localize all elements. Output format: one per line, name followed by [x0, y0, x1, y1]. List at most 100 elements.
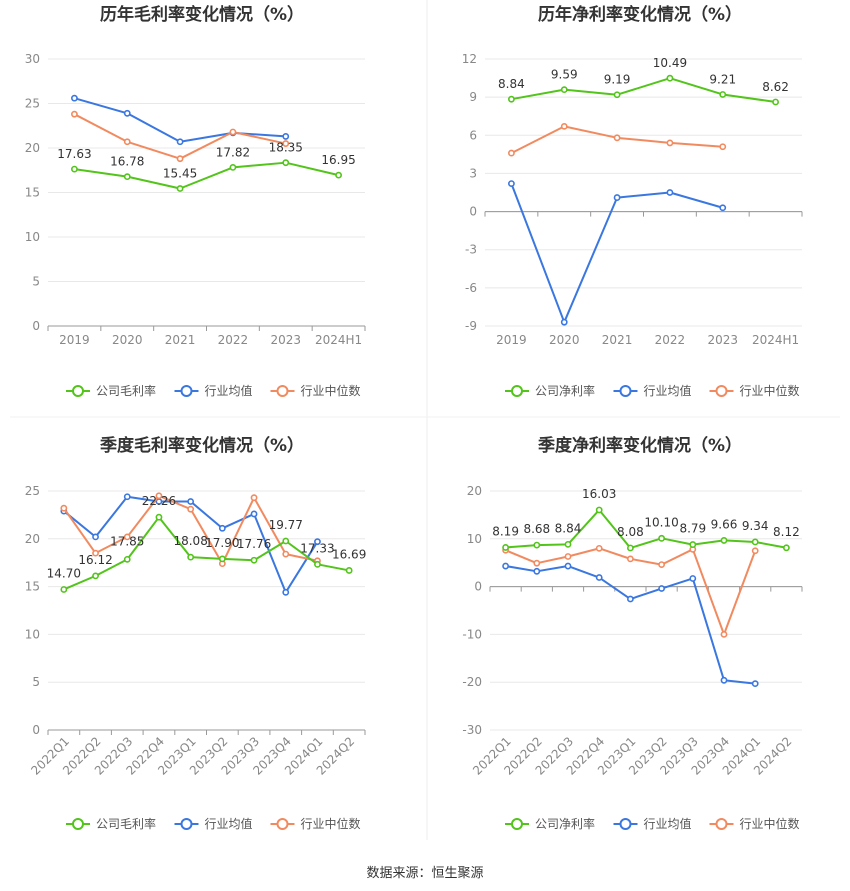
- chart3-point-company: [187, 553, 195, 561]
- chart1-point-industry_median: [229, 128, 237, 136]
- chart1-legend-label: 行业均值: [205, 383, 253, 398]
- chart3-legend-label: 行业均值: [205, 816, 253, 831]
- chart2-legend-label: 行业均值: [644, 383, 692, 398]
- chart2-y-tick-label: -9: [465, 319, 477, 333]
- chart1-data-label: 17.82: [216, 145, 250, 159]
- chart2-point-industry_avg: [560, 318, 568, 326]
- chart3-point-industry_avg: [314, 538, 321, 546]
- chart2-x-tick-label: 2024H1: [752, 333, 799, 347]
- chart3-series-line-company: [63, 516, 350, 591]
- chart4-point-industry_median: [595, 544, 603, 552]
- chart1-point-industry_avg: [176, 138, 184, 146]
- chart2-point-company: [613, 91, 621, 99]
- chart4-point-company: [627, 544, 634, 552]
- chart4-data-label: 16.03: [582, 487, 616, 501]
- chart2-x-tick-label: 2019: [496, 333, 527, 347]
- chart4-point-company: [533, 541, 541, 549]
- chart4-point-company: [502, 544, 509, 551]
- chart1-point-industry_avg: [282, 133, 290, 140]
- chart2-y-tick-label: 9: [469, 90, 477, 104]
- chart1-y-tick-label: 25: [25, 97, 40, 111]
- chart3-data-label: 16.12: [78, 553, 112, 567]
- chart4-point-company: [689, 541, 697, 548]
- chart4-point-industry_avg: [502, 562, 509, 570]
- chart4-point-industry_avg: [595, 574, 603, 581]
- chart2-title: 历年净利率变化情况（%）: [538, 4, 742, 25]
- chart4-point-industry_median: [658, 561, 665, 569]
- chart3-point-industry_median: [92, 549, 99, 557]
- chart1-point-company: [335, 171, 342, 179]
- chart4-y-tick-label: -30: [462, 723, 482, 737]
- chart1-x-tick-label: 2021: [165, 333, 196, 347]
- chart3-point-company: [345, 567, 353, 574]
- chart3-data-label: 17.85: [110, 534, 144, 548]
- chart4-data-label: 8.12: [773, 525, 800, 539]
- chart1-series-line-industry_median: [73, 113, 286, 160]
- chart1-x-tick-label: 2024H1: [315, 333, 362, 347]
- chart1-x-tick-label: 2023: [270, 333, 301, 347]
- chart3-data-label: 19.77: [269, 518, 303, 532]
- chart2-data-label: 8.84: [498, 77, 525, 91]
- chart2-y-tick-label: -6: [465, 281, 477, 295]
- chart4-data-label: 8.84: [555, 521, 582, 535]
- chart4-point-company: [658, 534, 665, 542]
- chart1-point-industry_median: [123, 138, 131, 146]
- chart1-x-tick-label: 2020: [112, 333, 143, 347]
- chart4-data-label: 9.66: [711, 517, 738, 531]
- chart2-point-industry_avg: [508, 180, 515, 187]
- chart3-point-company: [282, 537, 290, 545]
- chart4-point-industry_median: [564, 553, 572, 560]
- chart2-y-tick-label: -3: [465, 243, 477, 257]
- chart3-point-industry_avg: [92, 533, 99, 541]
- chart2-point-company: [666, 74, 674, 82]
- chart2-y-tick-label: 6: [469, 128, 477, 142]
- chart1-legend-swatch-marker: [276, 385, 289, 397]
- chart2-legend-label: 行业中位数: [740, 383, 800, 398]
- chart2-series-line-company: [511, 77, 776, 103]
- chart4-legend-swatch-marker: [619, 818, 632, 830]
- chart3-point-company: [250, 556, 258, 564]
- chart3-y-tick-label: 20: [25, 532, 40, 546]
- chart1-series-line-industry_avg: [74, 97, 286, 143]
- chart2-x-tick-label: 2023: [707, 333, 738, 347]
- chart1-data-label: 17.63: [57, 147, 91, 161]
- chart1-x-tick-label: 2022: [218, 333, 249, 347]
- chart1-point-company: [71, 165, 78, 173]
- chart2-point-industry_median: [613, 134, 621, 142]
- chart1-y-tick-label: 20: [25, 141, 40, 155]
- chart3-point-company: [314, 560, 321, 568]
- chart4-title: 季度净利率变化情况（%）: [538, 435, 742, 456]
- chart2-legend-swatch-marker: [715, 385, 728, 397]
- chart2-point-industry_avg: [719, 204, 727, 212]
- chart4-data-label: 8.08: [617, 525, 644, 539]
- chart1-point-company: [123, 173, 131, 181]
- chart2-legend-swatch-marker: [619, 385, 632, 397]
- chart3-legend-label: 公司毛利率: [96, 816, 156, 831]
- chart3-legend-label: 行业中位数: [301, 816, 361, 831]
- chart3-data-label: 16.69: [332, 547, 366, 561]
- chart3-point-industry_avg: [218, 524, 226, 532]
- chart3-title: 季度毛利率变化情况（%）: [100, 435, 304, 456]
- chart2-legend-label: 公司净利率: [535, 383, 595, 398]
- chart2-point-industry_median: [666, 139, 674, 147]
- chart4-point-industry_avg: [751, 680, 759, 688]
- chart1-legend-swatch-marker: [72, 385, 84, 397]
- chart2-data-label: 9.19: [604, 73, 631, 87]
- chart4-point-company: [751, 538, 759, 546]
- chart2-point-company: [772, 98, 779, 106]
- chart4-y-tick-label: -10: [462, 627, 482, 641]
- chart2-data-label: 10.49: [653, 56, 687, 70]
- chart2-point-industry_median: [719, 143, 727, 151]
- chart4-y-tick-label: 20: [467, 484, 482, 498]
- chart4-point-company: [564, 540, 572, 548]
- chart2-x-tick-label: 2022: [655, 333, 686, 347]
- chart2-point-industry_median: [508, 149, 515, 157]
- chart3-data-label: 18.08: [173, 534, 207, 548]
- chart2-data-label: 9.59: [551, 68, 578, 82]
- chart2-y-tick-label: 12: [462, 52, 477, 66]
- chart1-title: 历年毛利率变化情况（%）: [100, 4, 304, 25]
- chart2-point-company: [508, 95, 515, 103]
- chart1-y-tick-label: 10: [25, 230, 40, 244]
- chart3-point-industry_median: [250, 494, 258, 502]
- chart3-legend-swatch-marker: [180, 818, 193, 830]
